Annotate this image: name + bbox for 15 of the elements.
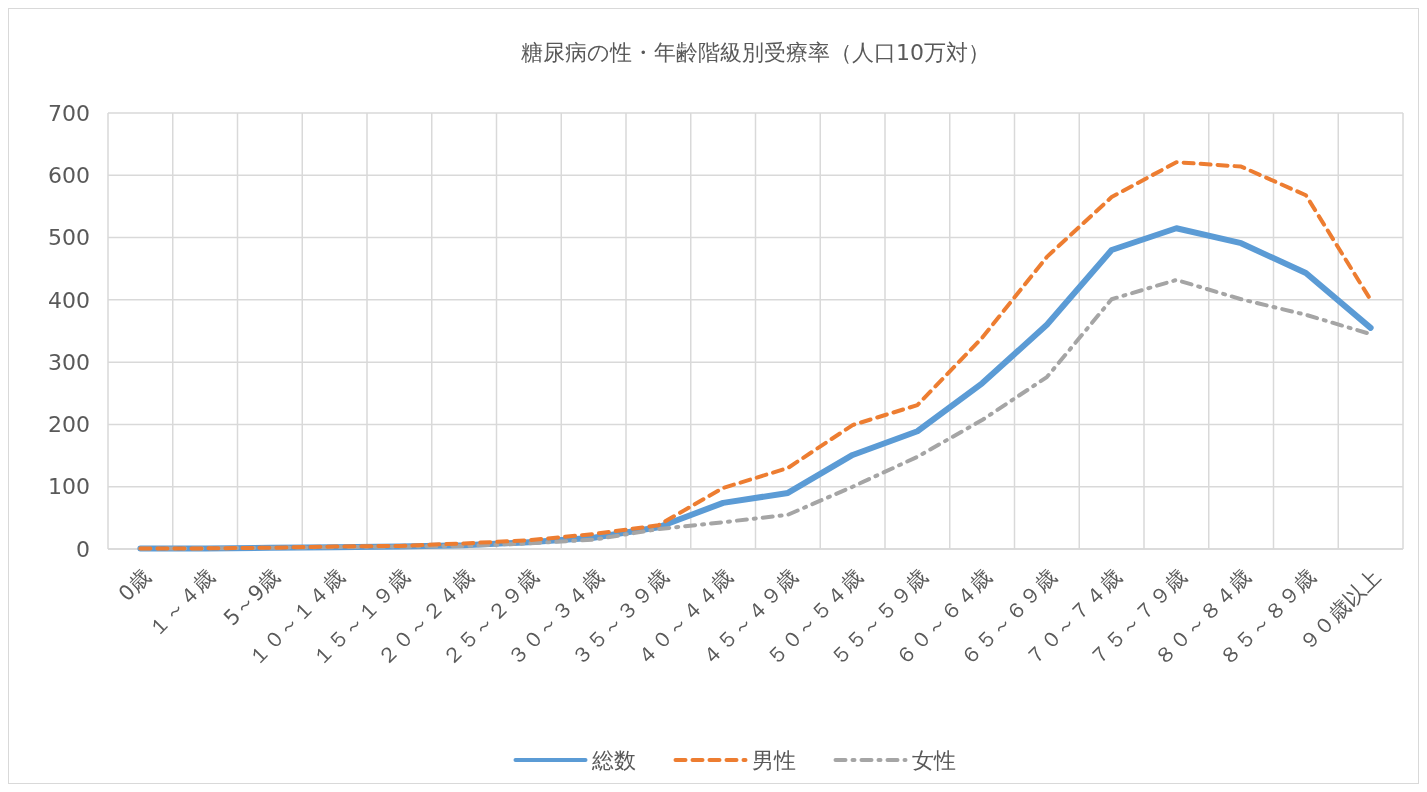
- y-tick-label: 100: [48, 474, 90, 500]
- x-tick-label: 0歳: [113, 564, 156, 607]
- y-tick-label: 500: [48, 225, 90, 251]
- y-tick-label: 400: [48, 287, 90, 313]
- legend-label: 総数: [590, 747, 636, 773]
- chart-title: 糖尿病の性・年齢階級別受療率（人口10万対）: [521, 40, 990, 65]
- legend-label: 男性: [751, 747, 796, 773]
- y-tick-label: 200: [48, 412, 90, 438]
- y-tick-label: 600: [48, 162, 90, 188]
- y-tick-label: 700: [48, 100, 90, 126]
- line-series: [138, 160, 1373, 551]
- y-tick-label: 0: [76, 536, 90, 562]
- x-tick-label: 5～9歳: [219, 564, 285, 631]
- y-tick-label: 300: [48, 349, 90, 375]
- legend-label: 女性: [911, 747, 956, 773]
